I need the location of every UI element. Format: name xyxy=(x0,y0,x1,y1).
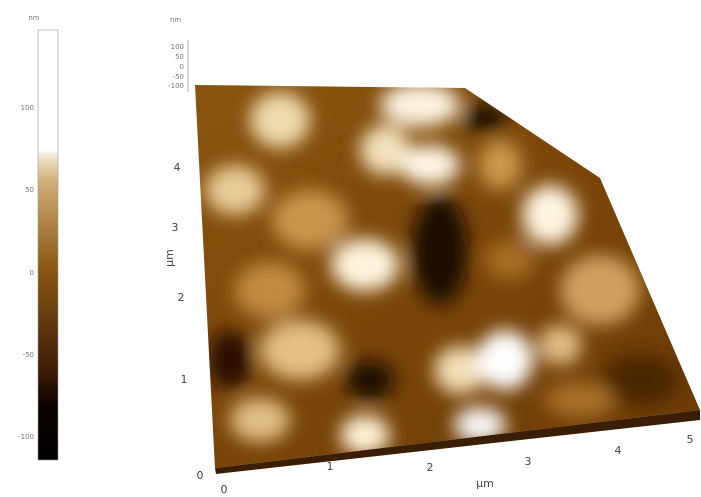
y-tick: 3 xyxy=(172,221,179,234)
y-tick: 1 xyxy=(181,373,188,386)
z-tick: 100 xyxy=(171,43,184,51)
colorbar-tick: -50 xyxy=(23,351,34,359)
colorbar-unit: nm xyxy=(28,14,39,22)
afm-figure: nm 100 50 0 -50 -100 nm 100 50 0 -50 -10… xyxy=(0,0,701,497)
z-tick: -100 xyxy=(168,82,184,90)
origin-label: 0 xyxy=(197,469,204,482)
x-tick: 0 xyxy=(221,483,228,496)
colorbar xyxy=(38,30,58,460)
x-tick: 3 xyxy=(525,455,532,468)
z-tick: 50 xyxy=(175,53,184,61)
z-tick: -50 xyxy=(173,73,184,81)
x-tick: 4 xyxy=(615,444,622,457)
afm-surface xyxy=(195,83,700,474)
z-unit: nm xyxy=(170,16,181,24)
x-axis-label: µm xyxy=(476,477,494,490)
colorbar-tick: 50 xyxy=(25,186,34,194)
y-tick: 2 xyxy=(178,291,185,304)
colorbar-ticks: 100 50 0 -50 -100 xyxy=(18,104,34,441)
z-tick: 0 xyxy=(180,63,184,71)
x-tick: 2 xyxy=(427,461,434,474)
colorbar-tick: 0 xyxy=(30,269,34,277)
x-tick: 5 xyxy=(687,433,694,446)
x-tick: 1 xyxy=(327,460,334,473)
y-axis-label: µm xyxy=(163,249,176,267)
colorbar-tick: -100 xyxy=(18,433,34,441)
y-tick: 4 xyxy=(174,161,181,174)
colorbar-tick: 100 xyxy=(21,104,34,112)
